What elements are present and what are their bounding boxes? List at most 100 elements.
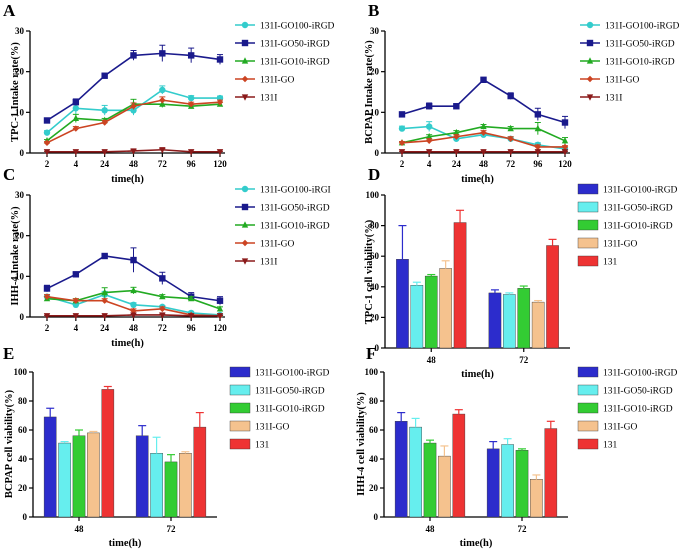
- data-point: [43, 149, 51, 156]
- x-tick-label: 48: [129, 323, 139, 333]
- legend-item: 131I: [235, 258, 277, 268]
- data-point: [507, 149, 514, 156]
- legend-marker: [241, 239, 249, 247]
- data-point: [480, 122, 487, 130]
- data-point: [534, 149, 542, 156]
- data-point: [216, 305, 224, 312]
- bar: [87, 432, 100, 518]
- x-tick-label: 72: [158, 323, 168, 333]
- x-axis-label: time(h): [460, 538, 493, 549]
- legend-label: 131I-GO50-iRGD: [260, 204, 330, 214]
- legend-swatch: [577, 219, 599, 231]
- data-point: [159, 312, 166, 319]
- x-axis-label: time(h): [111, 338, 144, 349]
- data-point: [72, 98, 80, 106]
- panel-letter: B: [368, 1, 379, 20]
- y-tick-label: 60: [18, 425, 28, 435]
- legend-label: 131: [603, 258, 618, 268]
- bar: [530, 479, 543, 518]
- legend-item: 131I-GO: [577, 237, 637, 250]
- x-tick-label: 2: [45, 159, 50, 169]
- legend-marker: [586, 75, 594, 83]
- data-point: [43, 129, 51, 136]
- data-point: [398, 125, 406, 132]
- legend-label: 131I-GO: [603, 423, 637, 433]
- legend-label: 131I-GO: [603, 240, 637, 250]
- legend-marker: [241, 94, 249, 101]
- legend-marker: [241, 57, 249, 64]
- legend-label: 131I: [260, 258, 277, 268]
- legend-item: 131I: [235, 94, 277, 104]
- data-point: [43, 285, 51, 292]
- y-tick-label: 40: [18, 454, 28, 464]
- legend-label: 131I-GO10-iRGD: [605, 58, 675, 68]
- data-point: [43, 139, 51, 147]
- y-tick-label: 30: [370, 26, 380, 36]
- y-tick-label: 60: [369, 425, 379, 435]
- legend-item: 131I-GO50-iRGD: [580, 40, 675, 50]
- legend-marker: [241, 75, 249, 83]
- legend-swatch: [577, 438, 599, 450]
- legend-label: 131I-GO50-iRGD: [603, 387, 673, 397]
- legend: 131I-GO100-iRGD 131I-GO50-iRGD 131I-GO10-i…: [577, 183, 678, 268]
- x-tick-label: 72: [518, 524, 528, 534]
- legend-item: 131I-GO: [580, 76, 639, 86]
- x-tick-label: 48: [479, 159, 489, 169]
- legend-label: 131I-GO50-iRGD: [605, 40, 675, 50]
- data-point: [480, 149, 487, 156]
- legend-swatch: [577, 402, 599, 414]
- legend-item: 131I-GO10-iRGD: [577, 219, 673, 232]
- legend-marker: [586, 94, 594, 101]
- legend-item: 131I-GO10-iRGD: [580, 57, 675, 68]
- y-tick-label: 10: [370, 107, 380, 117]
- series-131i-go: [398, 129, 569, 151]
- legend-item: 131I: [580, 94, 622, 104]
- data-point: [453, 128, 460, 136]
- bar: [453, 222, 467, 349]
- data-point: [101, 288, 108, 296]
- data-point: [101, 149, 108, 156]
- data-point: [425, 123, 433, 130]
- data-point: [72, 271, 80, 278]
- legend-marker: [241, 185, 249, 193]
- legend-marker: [241, 203, 249, 211]
- x-tick-label: 2: [400, 159, 405, 169]
- legend-label: 131I-GO100-iRGD: [603, 369, 678, 379]
- legend-item: 131I-GO100-iRGD: [580, 22, 680, 32]
- legend-item: 131I-GO: [577, 420, 637, 433]
- data-point: [159, 275, 166, 282]
- legend: 131I-GO100-iRGD 131I-GO50-iRGD 131I-GO10-i…: [229, 366, 330, 451]
- series-131i-go10-irgd: [398, 122, 569, 146]
- x-tick-label: 72: [158, 159, 168, 169]
- legend-item: 131I-GO10-iRGD: [229, 402, 325, 415]
- data-point: [159, 100, 166, 107]
- bar: [486, 448, 500, 518]
- y-tick-label: 20: [370, 312, 380, 322]
- bar: [438, 455, 451, 518]
- y-axis-label: BCPAP cell viability(%): [4, 389, 15, 498]
- legend-marker: [241, 21, 249, 29]
- data-point: [216, 98, 224, 106]
- legend-swatch: [229, 420, 251, 432]
- data-point: [398, 139, 406, 147]
- x-axis-label: time(h): [461, 174, 494, 185]
- legend-label: 131: [255, 441, 270, 451]
- x-tick-label: 72: [167, 524, 177, 534]
- y-tick-label: 80: [370, 221, 380, 231]
- legend-label: 131I: [260, 94, 277, 104]
- bar: [193, 426, 207, 518]
- data-point: [507, 92, 514, 100]
- legend-label: 131I-GO100-iRGD: [603, 186, 678, 196]
- legend-item: 131I-GO50-iRGD: [229, 384, 325, 397]
- legend-swatch: [577, 384, 599, 396]
- data-point: [43, 117, 51, 124]
- x-axis-label: time(h): [109, 538, 142, 549]
- y-tick-label: 0: [375, 148, 380, 158]
- legend-swatch: [577, 183, 599, 195]
- y-tick-label: 0: [20, 312, 25, 322]
- legend-item: 131I-GO100-iRGD: [235, 22, 335, 32]
- legend-marker: [241, 258, 249, 265]
- y-tick-label: 40: [370, 282, 380, 292]
